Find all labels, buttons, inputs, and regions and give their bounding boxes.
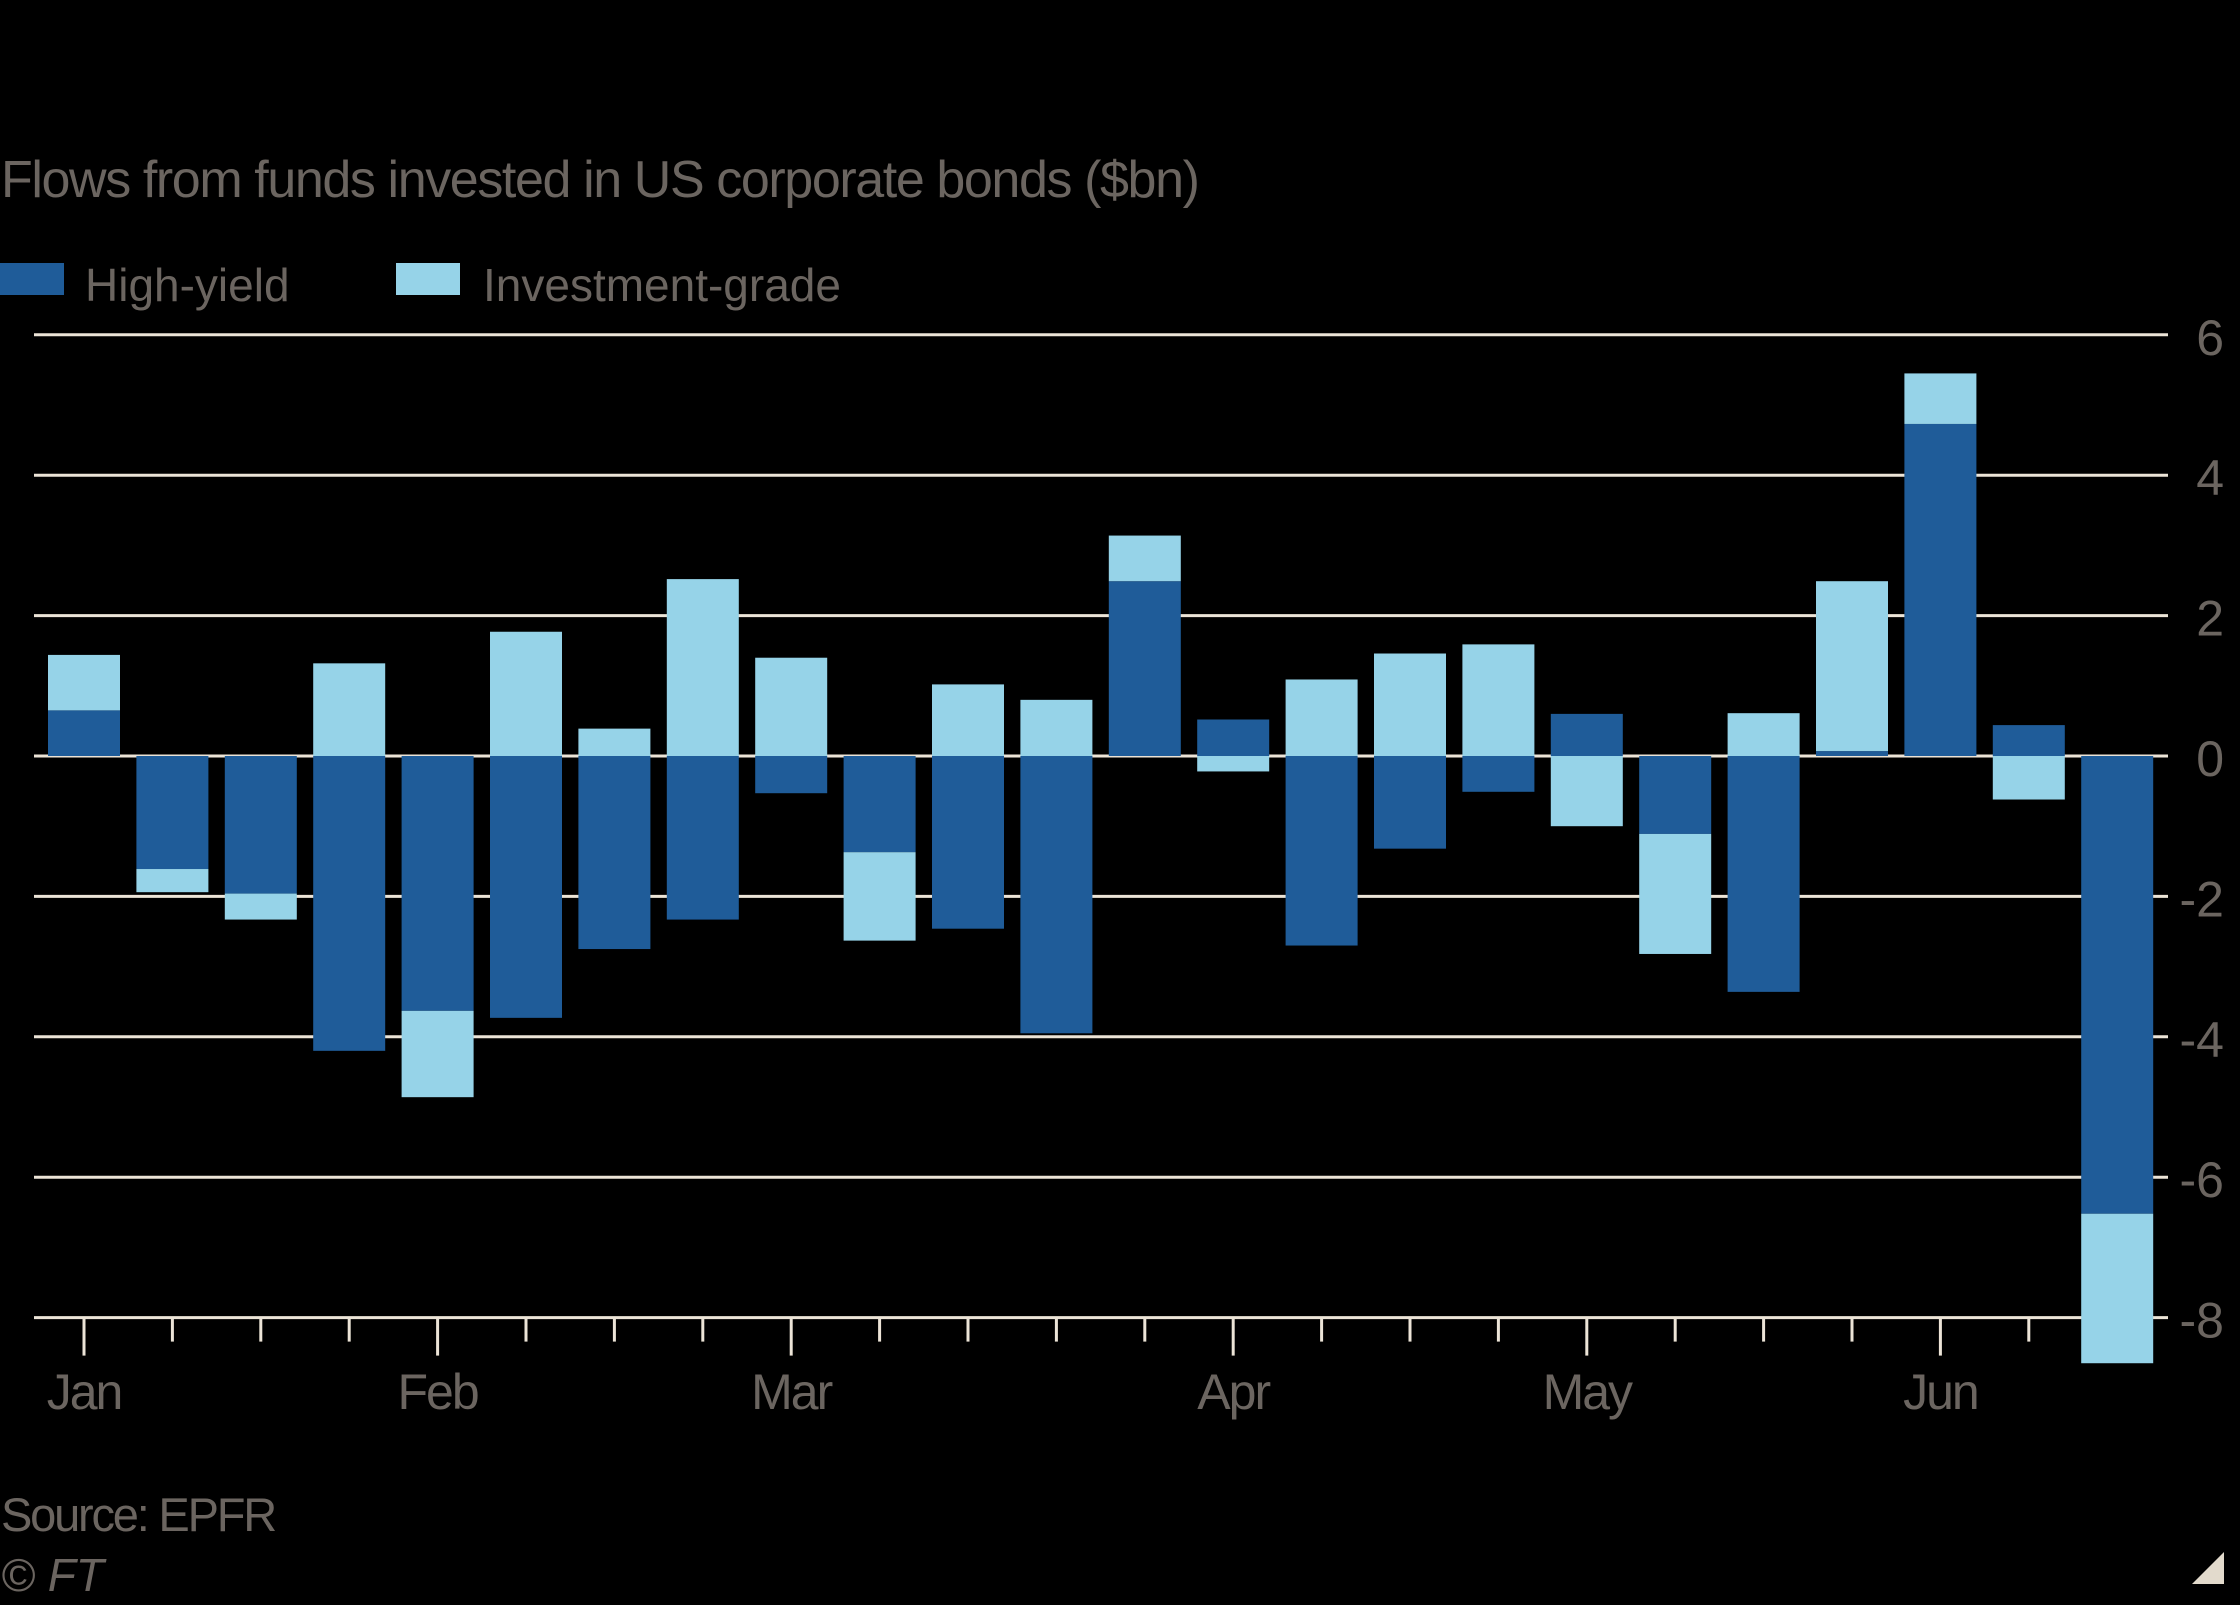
svg-text:Jun: Jun [1903, 1364, 1978, 1420]
svg-text:-4: -4 [2180, 1012, 2224, 1068]
svg-text:0: 0 [2196, 731, 2224, 787]
svg-text:2: 2 [2196, 591, 2224, 647]
svg-text:May: May [1543, 1364, 1633, 1420]
svg-text:4: 4 [2196, 450, 2224, 506]
svg-text:Apr: Apr [1197, 1364, 1270, 1420]
svg-text:Feb: Feb [398, 1364, 478, 1420]
svg-text:-6: -6 [2180, 1152, 2224, 1208]
svg-text:-8: -8 [2180, 1293, 2224, 1349]
svg-text:6: 6 [2196, 310, 2224, 366]
svg-text:Mar: Mar [751, 1364, 832, 1420]
svg-text:Jan: Jan [47, 1364, 122, 1420]
svg-text:-2: -2 [2180, 871, 2224, 927]
